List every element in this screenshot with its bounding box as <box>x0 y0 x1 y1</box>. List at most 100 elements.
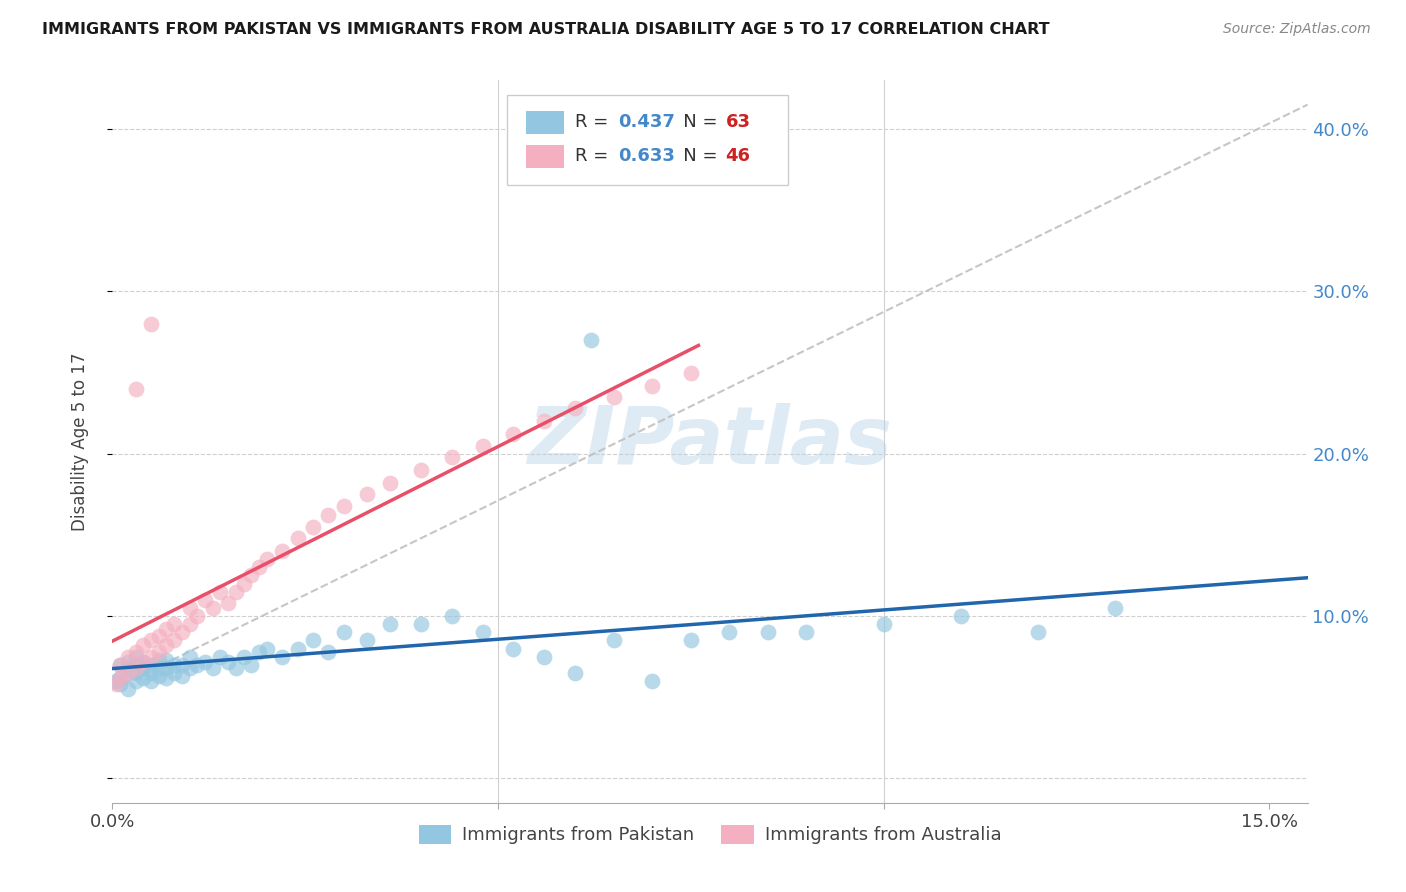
Point <box>872 617 894 632</box>
Point <box>1104 601 1126 615</box>
Point <box>564 401 586 416</box>
Point <box>232 576 254 591</box>
Text: N =: N = <box>666 147 723 165</box>
Point <box>756 625 779 640</box>
Point <box>139 665 162 680</box>
Point <box>602 390 624 404</box>
Point <box>409 617 432 632</box>
Point <box>201 601 224 615</box>
Point <box>302 633 325 648</box>
Point <box>155 653 177 667</box>
Point <box>209 584 232 599</box>
Point <box>471 625 494 640</box>
Point <box>579 333 602 347</box>
Point <box>148 629 170 643</box>
Text: Source: ZipAtlas.com: Source: ZipAtlas.com <box>1223 22 1371 37</box>
Point <box>333 499 356 513</box>
Point <box>139 633 162 648</box>
Point <box>108 677 131 691</box>
Point <box>209 649 232 664</box>
Text: 46: 46 <box>725 147 751 165</box>
Point <box>194 655 217 669</box>
Text: ZIPatlas: ZIPatlas <box>527 402 893 481</box>
Point <box>148 661 170 675</box>
Point <box>440 609 463 624</box>
Point <box>333 625 356 640</box>
Point <box>105 677 128 691</box>
Point <box>163 665 186 680</box>
Point <box>117 665 139 680</box>
Point <box>502 641 524 656</box>
Point <box>256 641 278 656</box>
Point <box>179 649 201 664</box>
Point <box>679 633 702 648</box>
Point <box>533 414 555 428</box>
Point <box>117 655 139 669</box>
Text: 63: 63 <box>725 113 751 131</box>
Point <box>471 439 494 453</box>
Point <box>108 657 131 672</box>
Point <box>117 649 139 664</box>
Text: N =: N = <box>666 113 723 131</box>
Point <box>117 682 139 697</box>
Point <box>232 649 254 664</box>
Point <box>217 655 239 669</box>
Point <box>170 669 193 683</box>
Point <box>179 601 201 615</box>
Point <box>139 317 162 331</box>
Point <box>139 673 162 688</box>
Point <box>155 622 177 636</box>
Point <box>1026 625 1049 640</box>
Point <box>132 655 155 669</box>
Point <box>163 617 186 632</box>
Point <box>108 671 131 685</box>
Point <box>247 560 270 574</box>
Point <box>179 661 201 675</box>
Point <box>124 661 146 675</box>
Point <box>287 641 309 656</box>
Text: 0.633: 0.633 <box>619 147 675 165</box>
Point <box>533 649 555 664</box>
Point <box>356 633 378 648</box>
Point <box>318 508 340 523</box>
Point <box>641 673 664 688</box>
Point <box>378 617 401 632</box>
Point <box>117 665 139 680</box>
Point <box>186 657 208 672</box>
Point <box>163 633 186 648</box>
Point <box>170 625 193 640</box>
Point <box>155 638 177 652</box>
Point <box>105 673 128 688</box>
Point <box>949 609 972 624</box>
Point <box>139 657 162 672</box>
Point <box>641 378 664 392</box>
Text: R =: R = <box>575 147 614 165</box>
Point <box>179 617 201 632</box>
Point <box>132 671 155 685</box>
Point <box>132 655 155 669</box>
Point <box>170 657 193 672</box>
Point <box>124 665 146 680</box>
Point <box>240 568 263 582</box>
Point <box>148 653 170 667</box>
Point <box>155 661 177 675</box>
Point <box>124 657 146 672</box>
FancyBboxPatch shape <box>508 95 787 185</box>
Legend: Immigrants from Pakistan, Immigrants from Australia: Immigrants from Pakistan, Immigrants fro… <box>412 818 1008 852</box>
Point <box>108 671 131 685</box>
Point <box>148 669 170 683</box>
Point <box>117 661 139 675</box>
Point <box>132 638 155 652</box>
Point <box>247 645 270 659</box>
Point <box>124 649 146 664</box>
Point <box>502 427 524 442</box>
Point <box>155 671 177 685</box>
Point <box>440 450 463 464</box>
Point <box>217 596 239 610</box>
Point <box>240 657 263 672</box>
Point <box>356 487 378 501</box>
Point <box>163 657 186 672</box>
Point <box>318 645 340 659</box>
Text: IMMIGRANTS FROM PAKISTAN VS IMMIGRANTS FROM AUSTRALIA DISABILITY AGE 5 TO 17 COR: IMMIGRANTS FROM PAKISTAN VS IMMIGRANTS F… <box>42 22 1050 37</box>
Point <box>108 657 131 672</box>
